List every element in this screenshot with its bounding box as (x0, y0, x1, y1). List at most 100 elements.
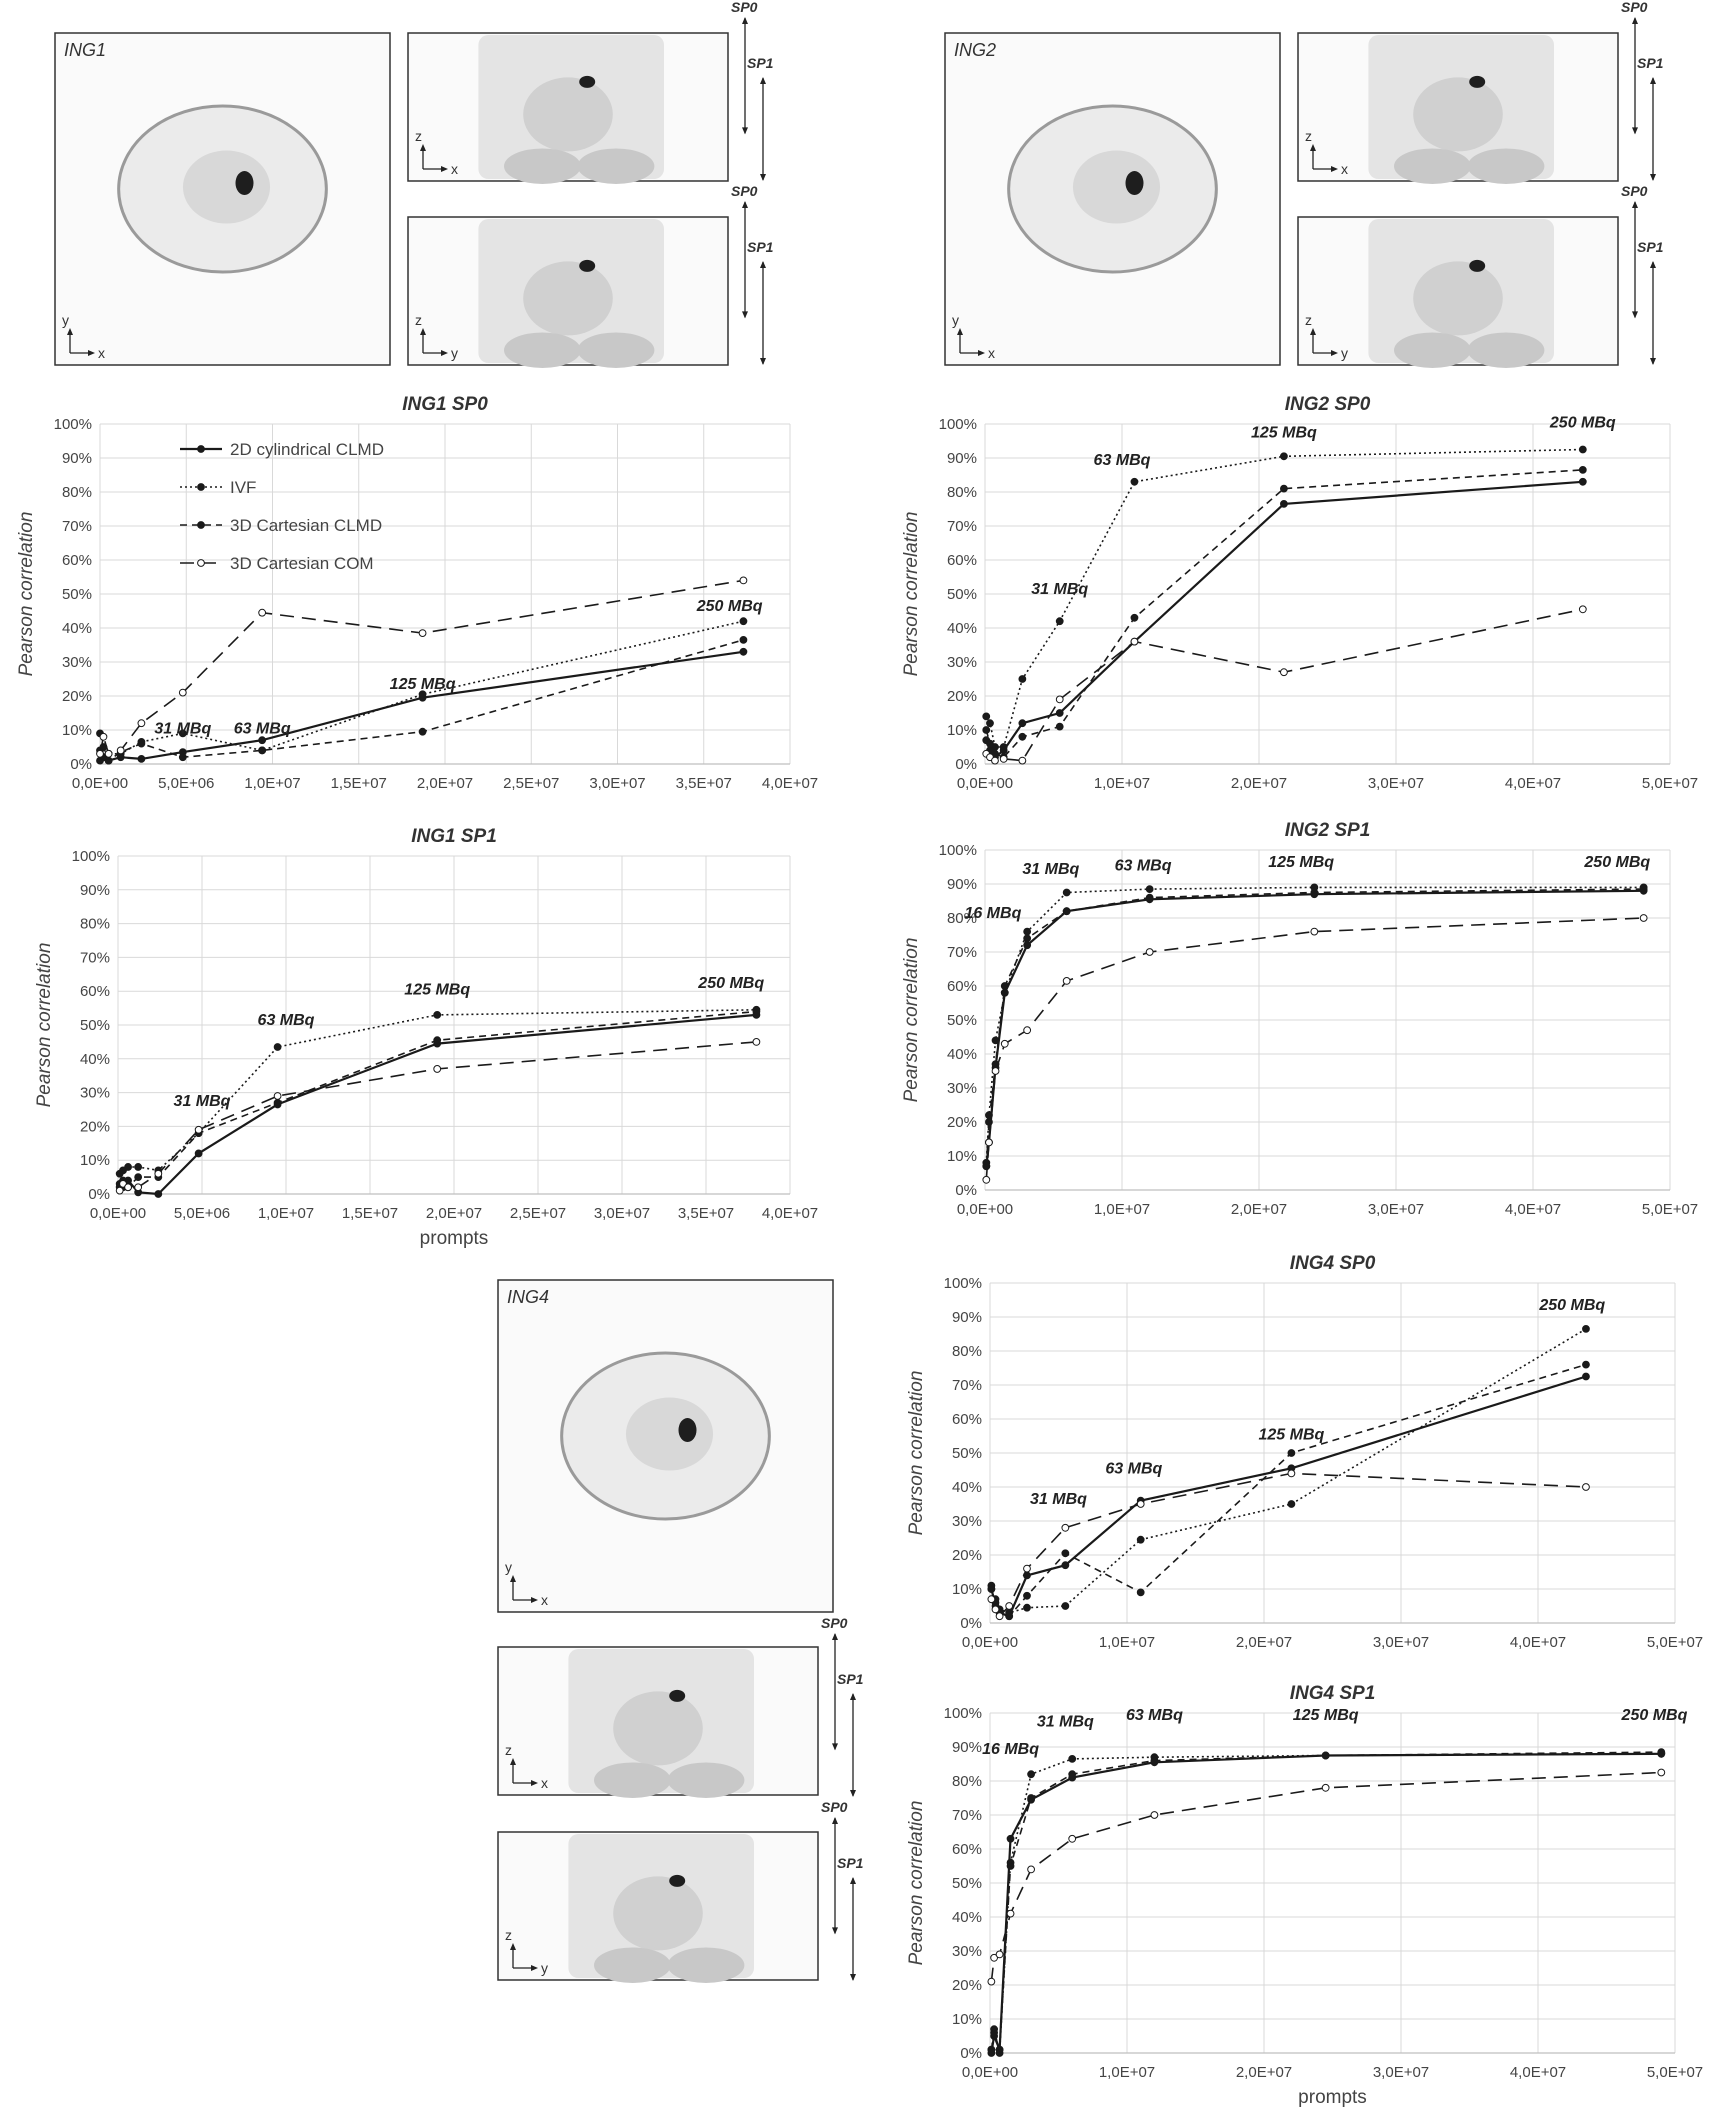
data-point (1321, 1783, 1330, 1792)
ing2-transverse-axis-h-label: x (988, 345, 995, 361)
data-point (1145, 948, 1154, 956)
x-tick-label: 2,0E+07 (1236, 1634, 1292, 1651)
activity-annotation: 31 MBq (154, 720, 211, 737)
y-axis-label: Pearson correlation (906, 1371, 927, 1536)
data-point (991, 1605, 1000, 1614)
ing1-coronal-hotspot (579, 75, 596, 88)
x-tick-label: 0,0E+00 (957, 1201, 1013, 1218)
y-tick-label: 60% (952, 1841, 982, 1858)
y-tick-label: 20% (947, 1114, 977, 1131)
activity-annotation: 31 MBq (1022, 861, 1079, 878)
legend-marker (197, 445, 205, 453)
y-tick-label: 100% (54, 416, 92, 433)
series-line-dotted (985, 448, 1583, 748)
ing2-sagittal-lower-organ-left (1394, 332, 1471, 368)
data-point (1068, 1770, 1077, 1779)
ing1-sagittal-sp0-label: SP0 (731, 183, 758, 199)
x-tick-label: 1,5E+07 (342, 1205, 398, 1222)
data-point (154, 1169, 163, 1178)
x-tick-label: 1,0E+07 (1099, 2064, 1155, 2081)
ing4-coronal-axis-h-label: x (541, 1775, 548, 1791)
y-tick-label: 80% (947, 910, 977, 927)
y-axis-label: Pearson correlation (901, 938, 922, 1103)
activity-annotation: 250 MBq (696, 598, 763, 615)
series-line-dotted (990, 1753, 1662, 2054)
x-tick-label: 3,5E+07 (678, 1205, 734, 1222)
data-point (995, 1612, 1004, 1621)
y-tick-label: 10% (947, 722, 977, 739)
data-point (991, 1067, 1000, 1075)
data-point (1027, 1865, 1035, 1874)
y-tick-label: 40% (947, 1046, 977, 1063)
y-tick-label: 40% (62, 620, 92, 637)
series-line-dotted (99, 620, 744, 759)
y-tick-label: 10% (62, 722, 92, 739)
legend-label: IVF (230, 478, 256, 497)
data-point (1280, 484, 1288, 493)
x-tick-label: 2,5E+07 (510, 1205, 566, 1222)
y-tick-label: 80% (952, 1773, 982, 1790)
ing1-sagittal-hotspot (579, 259, 596, 272)
series-line-solid (990, 1752, 1662, 2054)
activity-annotation: 250 MBq (1583, 854, 1650, 871)
ing2-sagittal-arrow-h (1331, 350, 1338, 356)
x-tick-label: 1,0E+07 (1094, 1201, 1150, 1218)
data-point (1068, 1834, 1077, 1843)
data-point (995, 1950, 1004, 1959)
data-point (982, 1175, 991, 1184)
activity-annotation: 125 MBq (1251, 425, 1317, 442)
series-line-longdash (985, 608, 1583, 762)
chart-2: ING1 SP1 0% 10% 20% 30% 40% 50% 60% 70% 80% 90% 100… (34, 826, 818, 1249)
data-point (194, 1125, 203, 1134)
data-point (1639, 914, 1648, 922)
data-point (1657, 1748, 1666, 1756)
ing4-sagittal-organ (613, 1876, 703, 1951)
y-tick-label: 90% (952, 1739, 982, 1756)
activity-annotation: 63 MBq (1105, 1460, 1162, 1477)
ing4-coronal-lower-organ-right (667, 1762, 745, 1798)
ing1-panel-label: ING1 (64, 40, 106, 60)
data-point (982, 726, 991, 734)
data-point (1061, 1523, 1070, 1532)
x-tick-label: 1,0E+07 (1099, 1634, 1155, 1651)
data-point (178, 688, 187, 697)
data-point (1027, 1794, 1035, 1802)
data-point (1578, 477, 1587, 486)
ing1-sagittal-axis-v-label: z (415, 312, 422, 328)
data-point (1055, 709, 1064, 717)
ing2-organ-shadow (1072, 150, 1161, 224)
activity-annotation: 63 MBq (234, 720, 291, 737)
ing2-coronal-hotspot (1469, 75, 1486, 88)
data-point (999, 743, 1008, 751)
data-point (178, 753, 187, 762)
y-tick-label: 40% (952, 1479, 982, 1496)
chart-0: ING1 SP0 0% 10% 20% 30% 40% 50% 60% 70% 80% 90% 100… (16, 394, 818, 792)
x-tick-label: 3,0E+07 (1368, 775, 1424, 792)
legend-label: 3D Cartesian COM (230, 554, 374, 573)
ing4-panel-label: ING4 (507, 1287, 549, 1307)
x-tick-label: 1,0E+07 (258, 1205, 314, 1222)
ing4-sagittal-lower-organ-left (594, 1947, 671, 1983)
ing2-coronal-sp0-label: SP0 (1621, 0, 1648, 15)
ing2-sagittal-organ (1413, 261, 1503, 336)
data-point (1018, 675, 1027, 683)
data-point (752, 1007, 761, 1016)
ing2-transverse-axis-v-label: y (952, 312, 959, 328)
data-point (1062, 907, 1071, 916)
x-tick-label: 4,0E+07 (1510, 1634, 1566, 1651)
ing2-sagittal-axis-v-label: z (1305, 312, 1312, 328)
ing2-coronal-arrow-h (1331, 166, 1338, 172)
x-tick-label: 5,0E+06 (158, 775, 214, 792)
data-point (1287, 1500, 1296, 1508)
activity-annotation: 63 MBq (258, 1012, 315, 1029)
activity-annotation: 16 MBq (982, 1741, 1039, 1758)
ing1-coronal-organ (523, 77, 613, 152)
data-point (154, 1190, 163, 1198)
series-line-dashed (990, 1751, 1662, 2050)
data-point (987, 1581, 996, 1590)
y-tick-label: 20% (947, 688, 977, 705)
chart-1: ING2 SP0 0% 10% 20% 30% 40% 50% 60% 70% 80% 90% 100… (901, 394, 1698, 792)
y-tick-label: 40% (947, 620, 977, 637)
ing1-transverse-arrow-v (67, 328, 73, 335)
ing4-sagittal-axis-v-label: z (505, 1927, 512, 1943)
